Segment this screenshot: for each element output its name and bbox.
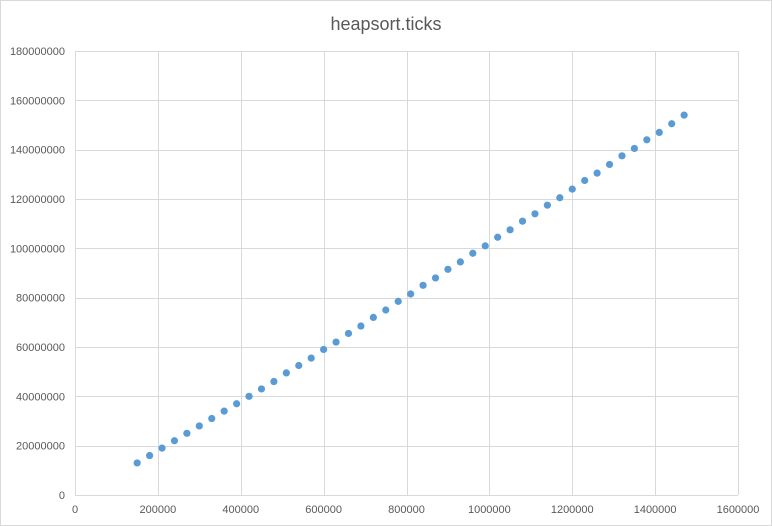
data-point (170, 437, 179, 445)
data-point (469, 249, 477, 257)
data-point (581, 176, 589, 185)
x-tick-label: 0 (72, 504, 78, 516)
data-point (307, 354, 315, 362)
data-point (133, 459, 141, 467)
y-tick-label: 160000000 (10, 95, 65, 107)
x-tick-label: 1600000 (717, 504, 760, 516)
data-point (506, 226, 514, 234)
data-point (543, 201, 551, 209)
data-point (195, 422, 203, 430)
data-point (344, 329, 353, 338)
data-point (431, 274, 440, 282)
data-point (643, 136, 651, 144)
y-tick-label: 180000000 (10, 46, 65, 58)
x-tick-label: 400000 (222, 504, 259, 516)
y-tick-label: 80000000 (16, 293, 65, 305)
x-tick-label: 800000 (388, 504, 425, 516)
data-point (220, 407, 228, 415)
y-tick-label: 0 (59, 490, 65, 502)
data-point (668, 120, 676, 128)
data-point (320, 345, 328, 354)
data-point (382, 306, 390, 314)
data-point (145, 451, 154, 460)
data-point (481, 242, 489, 250)
y-tick-label: 100000000 (10, 243, 65, 255)
data-point (369, 313, 377, 321)
data-point (183, 429, 191, 437)
data-point (630, 144, 639, 153)
data-point (556, 194, 564, 202)
chart-title: heapsort.ticks (330, 14, 441, 34)
x-tick-label: 1200000 (551, 504, 594, 516)
data-point (158, 444, 166, 452)
x-tick-label: 1400000 (634, 504, 677, 516)
data-point (593, 169, 601, 177)
y-tick-label: 40000000 (16, 391, 65, 403)
data-point (494, 233, 502, 241)
y-tick-label: 20000000 (16, 441, 65, 453)
data-point (245, 392, 253, 400)
data-point (419, 281, 427, 289)
y-tick-label: 60000000 (16, 342, 65, 354)
x-tick-label: 200000 (140, 504, 177, 516)
data-point (407, 290, 415, 298)
data-point (531, 210, 539, 218)
y-tick-label: 120000000 (10, 194, 65, 206)
data-point (456, 258, 464, 266)
data-point (357, 322, 365, 330)
data-points (133, 111, 688, 467)
data-point (282, 369, 290, 377)
data-point (257, 385, 266, 393)
data-point (332, 338, 340, 346)
data-point (444, 265, 452, 273)
x-tick-label: 1000000 (468, 504, 511, 516)
gridlines (75, 51, 739, 496)
x-tick-label: 600000 (305, 504, 342, 516)
data-point (618, 152, 626, 160)
data-point (208, 414, 216, 423)
data-point (605, 160, 614, 169)
y-tick-label: 140000000 (10, 145, 65, 157)
data-point (233, 400, 241, 408)
axis-tick-labels: 0 20000000 40000000 60000000 80000000 1000000… (10, 46, 759, 516)
data-point (295, 361, 303, 370)
data-point (518, 217, 527, 225)
data-point (568, 185, 576, 193)
data-point (680, 111, 688, 119)
data-point (394, 297, 402, 305)
data-point (270, 377, 278, 386)
data-point (655, 128, 663, 136)
